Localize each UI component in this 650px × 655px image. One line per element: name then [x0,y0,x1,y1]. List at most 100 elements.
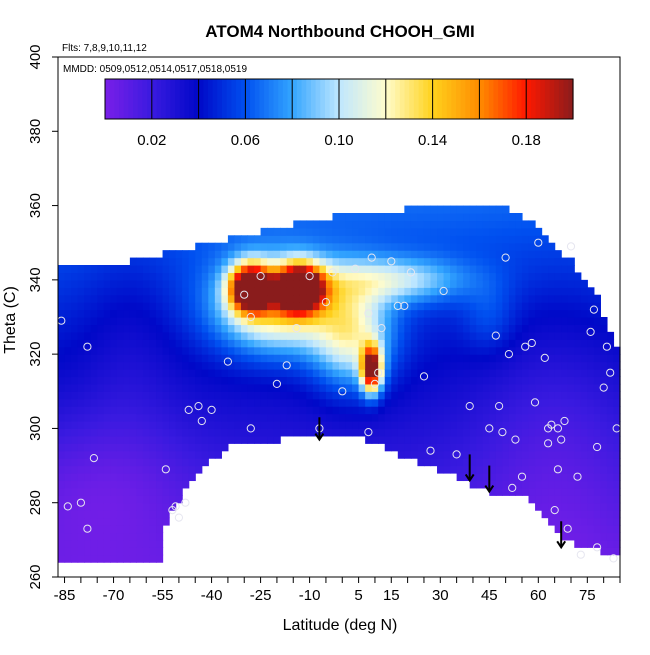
heatmap-cell [195,331,203,340]
y-tick-label: 280 [27,490,44,515]
heatmap-cell [136,391,144,400]
heatmap-cell [554,354,562,363]
heatmap-cell [423,383,432,392]
heatmap-cell [561,287,569,296]
heatmap-cell [201,421,209,430]
heatmap-cell [417,458,425,467]
heatmap-cell [58,525,66,534]
heatmap-cell [554,265,562,274]
heatmap-cell [175,428,183,437]
heatmap-cell [162,391,170,400]
heatmap-cell [508,428,517,437]
heatmap-cell [508,287,517,296]
heatmap-cell [162,383,170,392]
data-point [491,331,500,340]
heatmap-cell [554,413,562,422]
heatmap-cell [469,287,477,296]
heatmap-cell [149,473,157,482]
heatmap-cell [437,235,445,244]
heatmap-cell [535,376,543,385]
heatmap-cell [430,354,438,363]
heatmap-cell [136,279,144,288]
heatmap-cell [306,383,314,392]
heatmap-cell [339,287,347,296]
heatmap-cell [84,376,92,385]
heatmap-cell [110,532,118,541]
heatmap-cell [469,406,477,415]
heatmap-cell [365,391,373,400]
heatmap-cell [103,495,111,504]
heatmap-cell [156,354,164,363]
heatmap-cell [77,421,85,430]
heatmap-cell [214,309,222,318]
colorbar-segment [413,79,420,119]
heatmap-cell [142,398,151,407]
heatmap-cell [103,480,111,489]
heatmap-cell [142,421,151,430]
heatmap-cell [97,502,105,511]
heatmap-cell [463,324,471,333]
heatmap-cell [247,235,255,244]
heatmap-cell [574,502,582,511]
heatmap-cell [554,317,562,326]
heatmap-cell [77,428,85,437]
heatmap-cell [495,257,503,266]
heatmap-cell [574,532,582,541]
heatmap-cell [97,324,105,333]
heatmap-cell [587,354,595,363]
heatmap-cell [339,242,347,251]
heatmap-cell [352,227,360,236]
heatmap-cell [430,458,438,467]
heatmap-cell [260,376,268,385]
heatmap-cell [129,339,138,348]
heatmap-cell [149,317,157,326]
heatmap-cell [325,302,334,311]
heatmap-cell [358,265,366,274]
heatmap-cell [123,458,131,467]
heatmap-cell [574,383,582,392]
heatmap-cell [574,354,582,363]
heatmap-cell [423,309,432,318]
heatmap-cell [397,287,405,296]
heatmap-cell [476,458,484,467]
heatmap-cell [116,406,124,415]
heatmap-cell [548,443,556,452]
heatmap-cell [221,361,229,370]
heatmap-cell [254,287,262,296]
heatmap-cell [299,391,307,400]
heatmap-cell [169,428,177,437]
heatmap-cell [129,554,138,563]
heatmap-cell [116,309,124,318]
heatmap-cell [365,294,373,303]
heatmap-cell [110,324,118,333]
heatmap-cell [188,302,196,311]
data-point [246,312,255,322]
heatmap-cell [430,383,438,392]
heatmap-cell [345,235,353,244]
heatmap-cell [247,376,255,385]
heatmap-cell [306,406,314,415]
heatmap-cell [116,487,124,496]
heatmap-cell [123,361,131,370]
heatmap-cell [437,317,445,326]
heatmap-cell [456,324,464,333]
heatmap-cell [319,250,327,259]
heatmap-cell [469,428,477,437]
heatmap-cell [482,346,490,355]
heatmap-cell [97,539,105,548]
heatmap-cell [593,421,601,430]
heatmap-cell [267,398,275,407]
heatmap-cell [123,428,131,437]
heatmap-cell [515,428,523,437]
heatmap-cell [548,331,556,340]
heatmap-cell [162,421,170,430]
heatmap-cell [554,502,562,511]
heatmap-cell [280,272,288,281]
heatmap-cell [84,331,92,340]
heatmap-cell [221,398,229,407]
heatmap-cell [247,339,255,348]
heatmap-cell [450,309,458,318]
heatmap-cell [97,547,105,556]
heatmap-cell [561,450,569,459]
heatmap-cell [214,369,222,378]
